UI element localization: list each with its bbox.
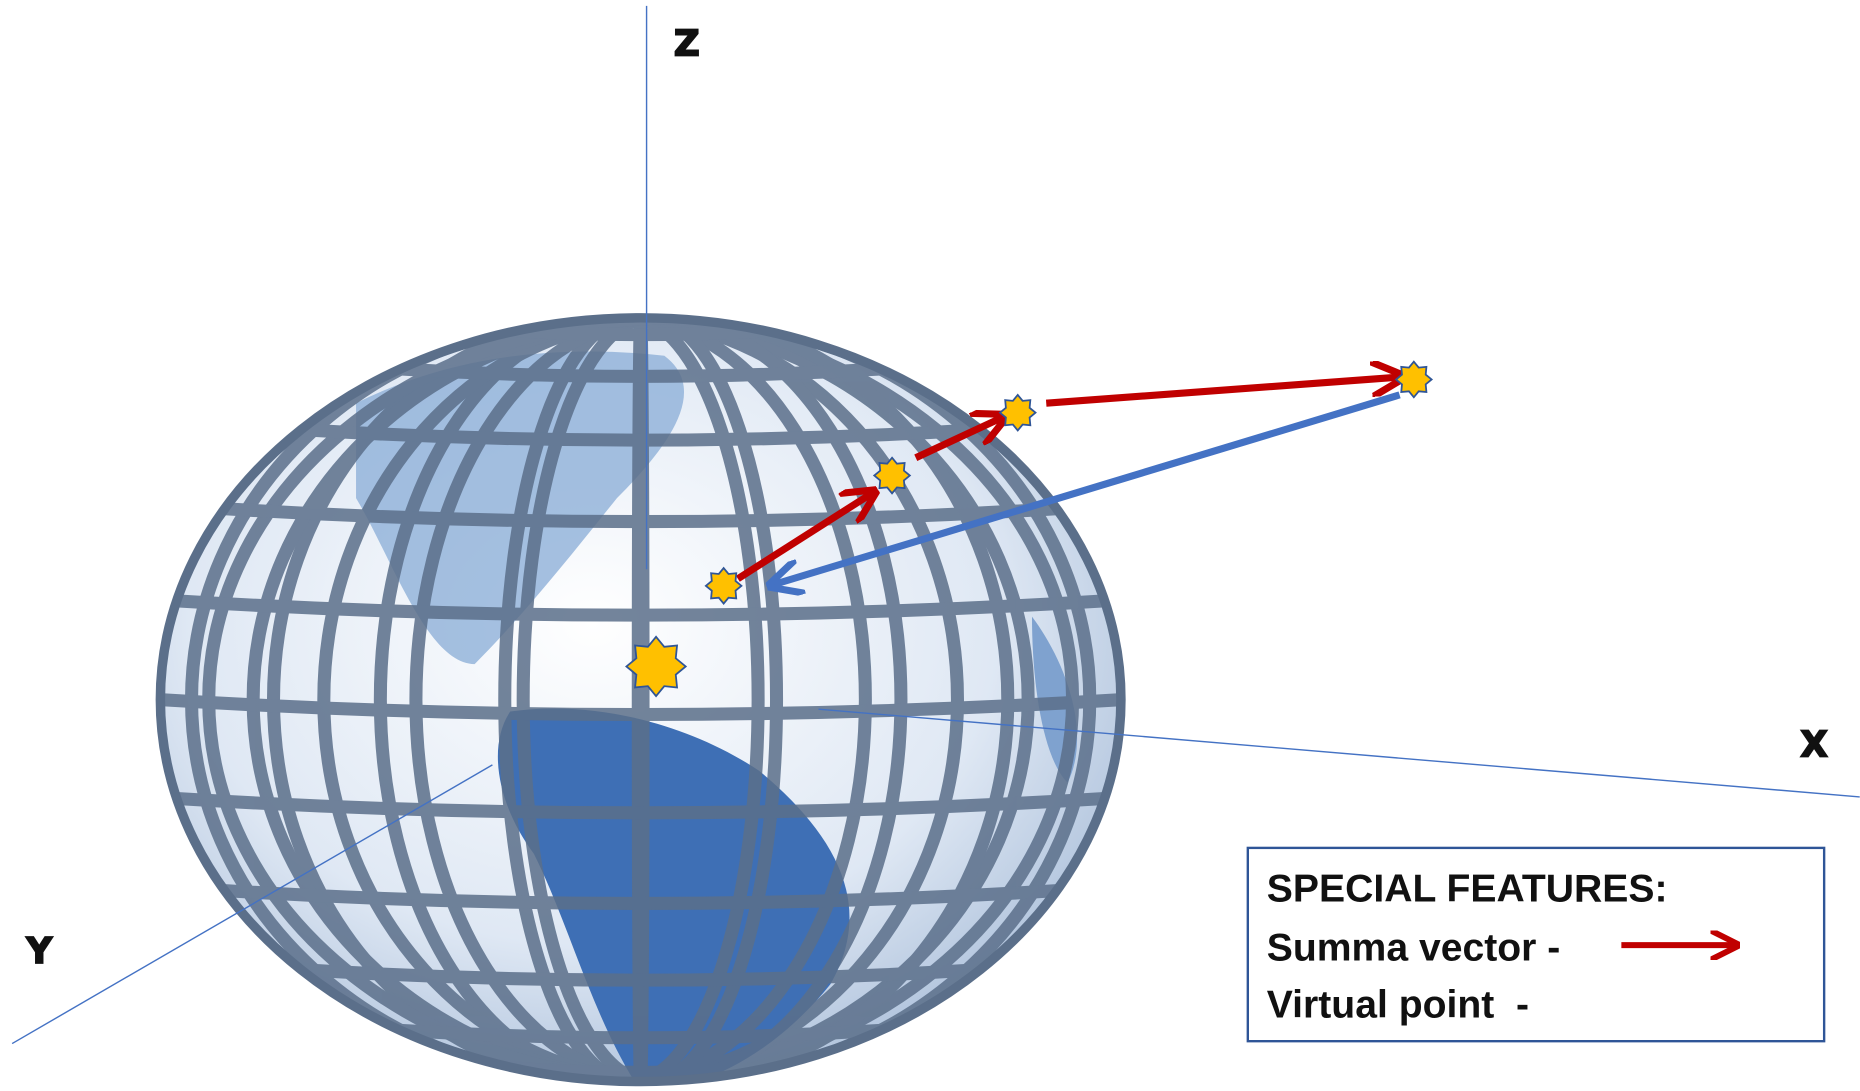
parallel <box>515 324 766 342</box>
globe-outline <box>155 313 1126 1087</box>
legend-title: SPECIAL FEATURES: <box>1267 867 1668 910</box>
parallel <box>224 884 1057 910</box>
result-vector <box>773 391 1401 585</box>
parallel <box>300 423 981 447</box>
legend-item: Summa vector - <box>1267 927 1561 970</box>
summa-vector <box>1045 377 1399 407</box>
parallel <box>400 362 882 383</box>
virtual-point <box>1394 360 1434 399</box>
parallel <box>176 594 1105 622</box>
x-axis-label: X <box>1800 725 1827 766</box>
virtual-point <box>704 566 743 606</box>
y-axis <box>11 764 493 1045</box>
parallel <box>160 693 1121 722</box>
z-axis-label: Z <box>674 24 700 65</box>
meridian <box>516 317 784 1082</box>
summa-vectors <box>735 377 1400 582</box>
meridian <box>498 317 765 1082</box>
parallel <box>400 1023 882 1045</box>
legend-item: Virtual point - <box>1267 983 1529 1026</box>
parallel <box>300 963 981 987</box>
meridian <box>409 317 908 1082</box>
virtual-point <box>625 635 688 698</box>
meridian <box>373 317 872 1082</box>
x-axis <box>818 708 1860 798</box>
virtual-point <box>872 456 912 495</box>
parallel <box>224 502 1057 529</box>
globe <box>155 313 1126 1087</box>
virtual-point <box>998 393 1037 432</box>
summa-vector <box>914 417 1003 461</box>
parallel <box>176 791 1105 820</box>
meridian <box>631 317 650 1082</box>
summa-vector <box>735 493 872 582</box>
y-axis-label: Y <box>25 931 53 972</box>
